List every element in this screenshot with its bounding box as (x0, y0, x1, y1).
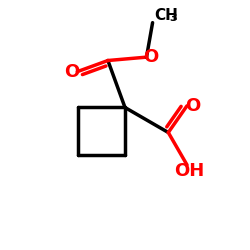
Text: O: O (143, 48, 158, 66)
Text: OH: OH (174, 162, 205, 180)
Text: 3: 3 (170, 13, 177, 23)
Text: O: O (185, 97, 200, 115)
Text: O: O (64, 63, 80, 81)
Text: CH: CH (154, 8, 178, 23)
